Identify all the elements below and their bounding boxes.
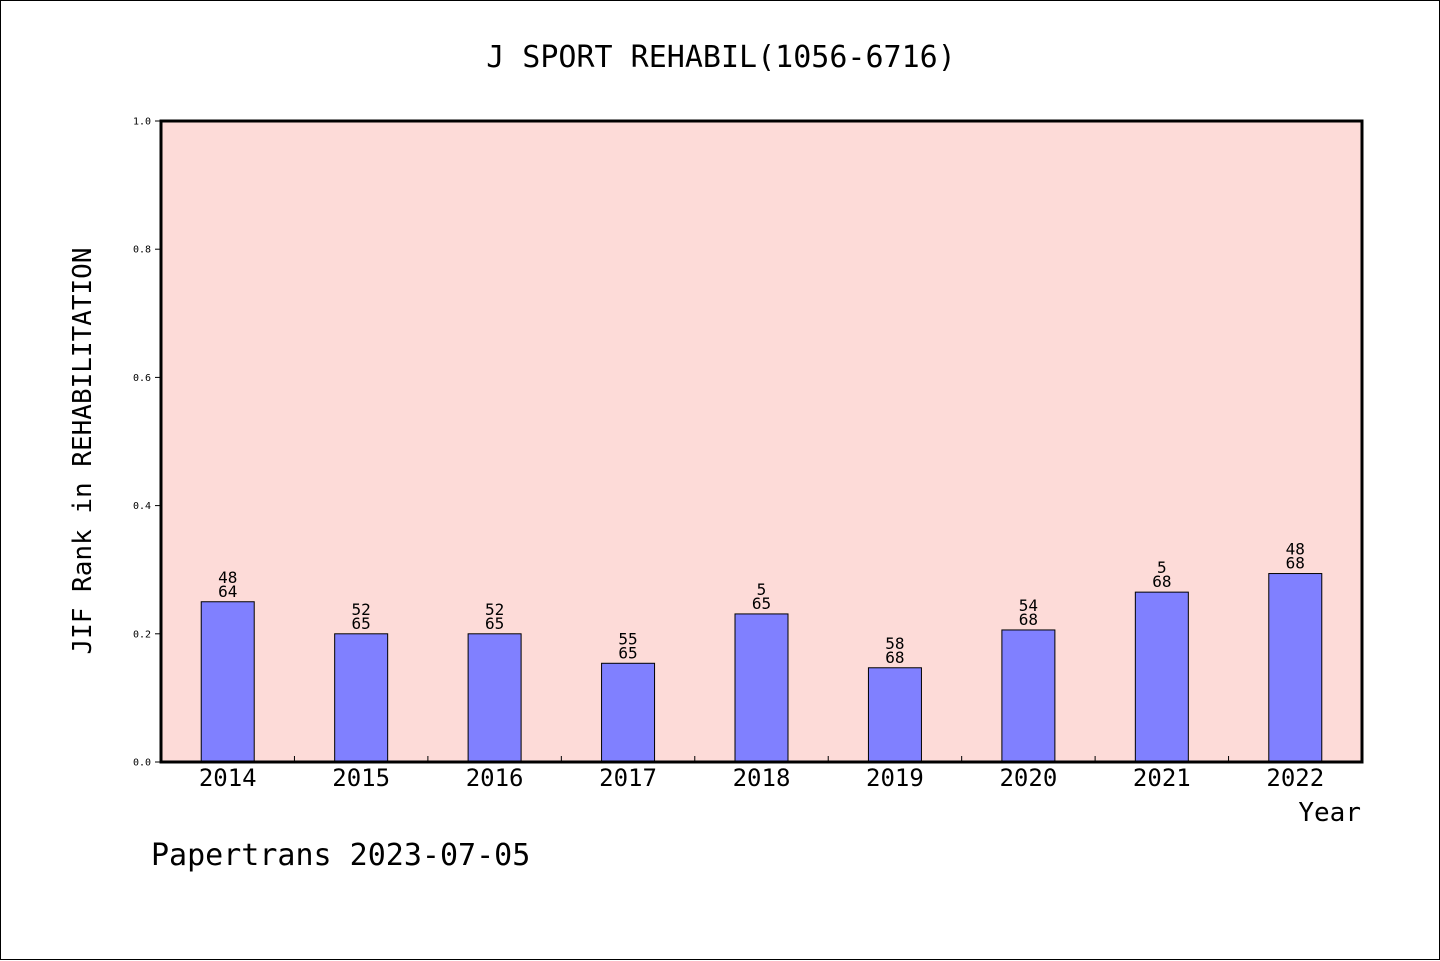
x-tick-label: 2015 bbox=[332, 764, 390, 792]
bar-label-total: 64 bbox=[218, 582, 237, 601]
bar-label-rank: 52 bbox=[352, 600, 371, 619]
bar-label-rank: 5 bbox=[757, 580, 767, 599]
y-axis: 0.0 0.2 0.4 0.6 0.8 1.0 bbox=[133, 117, 161, 769]
x-tick-label: 2020 bbox=[999, 764, 1057, 792]
bar-label-total: 68 bbox=[1019, 610, 1038, 629]
bar-label-rank: 48 bbox=[218, 568, 237, 587]
x-axis: 2014 2015 2016 2017 2018 2019 2020 2021 2022 bbox=[199, 756, 1324, 792]
bar-label-rank: 55 bbox=[618, 629, 637, 648]
bar-label-total: 65 bbox=[752, 594, 771, 613]
bar-label-total: 65 bbox=[618, 643, 637, 662]
y-axis-label: JIF Rank in REHABILITATION bbox=[68, 248, 98, 655]
x-tick-label: 2021 bbox=[1133, 764, 1191, 792]
bar-2022 bbox=[1268, 573, 1323, 763]
x-tick-label: 2019 bbox=[866, 764, 924, 792]
bar-label-total: 65 bbox=[485, 614, 504, 633]
bar-label-total: 68 bbox=[885, 648, 904, 667]
bar-label-total: 68 bbox=[1286, 554, 1305, 573]
plot-border bbox=[159, 119, 1364, 764]
bar-2019 bbox=[867, 667, 922, 763]
x-tick-label: 2022 bbox=[1266, 764, 1324, 792]
x-tick-label: 2016 bbox=[466, 764, 524, 792]
x-tick-label: 2017 bbox=[599, 764, 657, 792]
bar-label-rank: 52 bbox=[485, 600, 504, 619]
y-tick-label: 0.4 bbox=[133, 501, 151, 512]
x-tick-label: 2014 bbox=[199, 764, 257, 792]
bar-label-rank: 54 bbox=[1019, 596, 1038, 615]
bar-2014 bbox=[200, 601, 255, 763]
bar-label-rank: 5 bbox=[1157, 558, 1167, 577]
y-tick-label: 0.6 bbox=[133, 373, 151, 384]
footer-credit: Papertrans 2023-07-05 bbox=[151, 838, 530, 873]
bar-2021 bbox=[1134, 591, 1189, 763]
y-tick-label: 0.0 bbox=[133, 758, 151, 769]
x-axis-label: Year bbox=[1298, 798, 1361, 828]
y-tick-label: 0.8 bbox=[133, 245, 151, 256]
x-tick-label: 2018 bbox=[733, 764, 791, 792]
bar-2018 bbox=[734, 613, 789, 763]
y-tick-label: 1.0 bbox=[133, 117, 151, 128]
bar-2017 bbox=[601, 662, 656, 763]
bar-label-rank: 48 bbox=[1286, 540, 1305, 559]
bar-label-total: 65 bbox=[352, 614, 371, 633]
bar-2016 bbox=[467, 633, 522, 763]
chart-title: J SPORT REHABIL(1056-6716) bbox=[486, 40, 956, 75]
bar-2015 bbox=[334, 633, 389, 763]
bar-label-rank: 58 bbox=[885, 634, 904, 653]
bar-label-total: 68 bbox=[1152, 572, 1171, 591]
y-tick-label: 0.2 bbox=[133, 629, 151, 640]
bar-2020 bbox=[1001, 629, 1056, 763]
